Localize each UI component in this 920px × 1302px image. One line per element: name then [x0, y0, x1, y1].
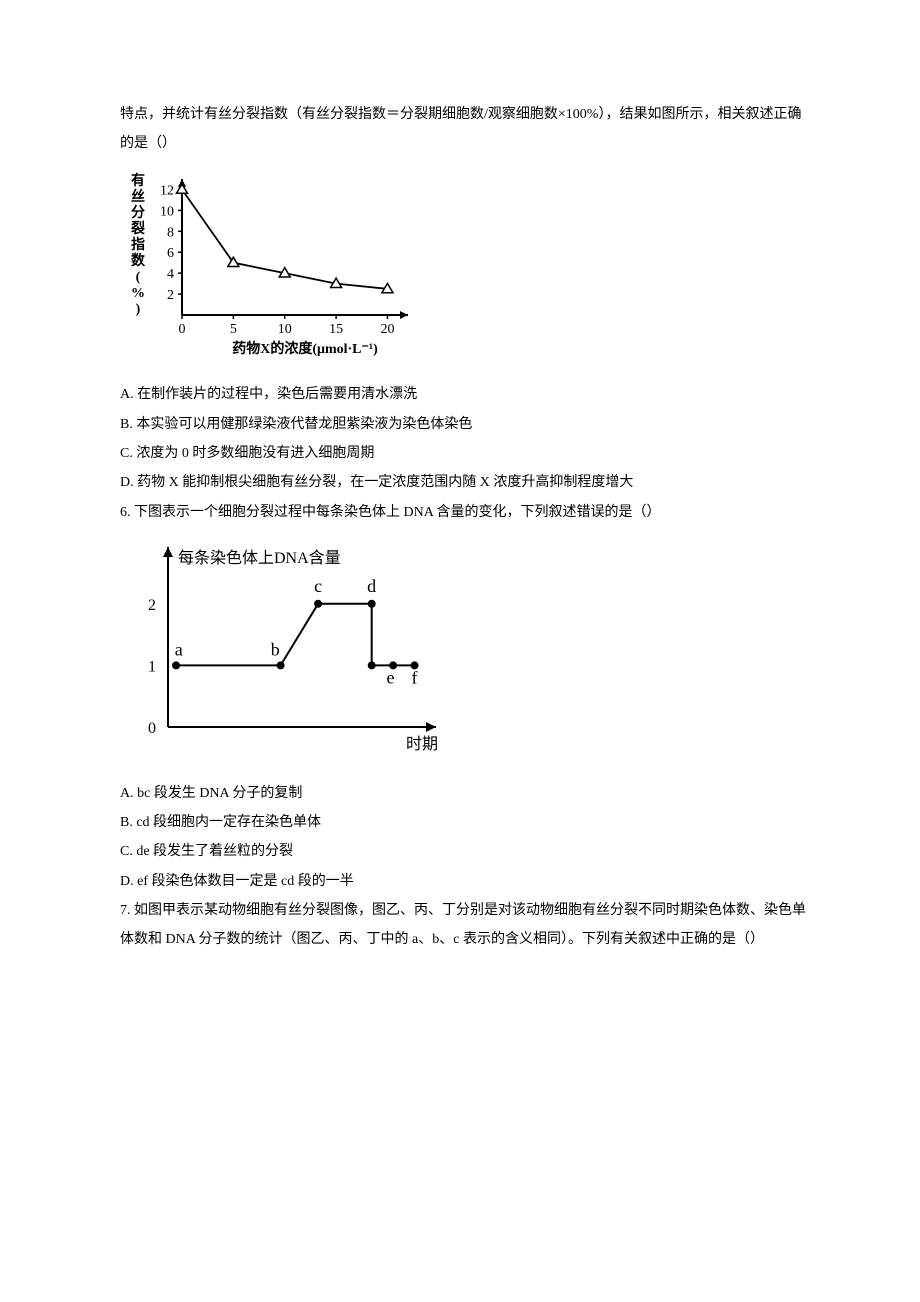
svg-text:b: b	[271, 640, 280, 660]
q6-option-a: A. bc 段发生 DNA 分子的复制	[120, 779, 810, 808]
svg-text:10: 10	[278, 322, 292, 337]
svg-text:数: 数	[131, 252, 146, 269]
svg-text:12: 12	[160, 183, 174, 198]
svg-text:丝: 丝	[131, 188, 145, 205]
q5-option-b: B. 本实验可以用健那绿染液代替龙胆紫染液为染色体染色	[120, 410, 810, 439]
svg-text:6: 6	[167, 246, 174, 261]
svg-text:0: 0	[148, 720, 156, 737]
svg-text:c: c	[314, 576, 322, 596]
svg-text:1: 1	[148, 659, 156, 676]
q6-chart: 0 1 2 每条染色体上DNA含量时期 a b c d ef	[120, 537, 810, 768]
svg-text:20: 20	[380, 322, 394, 337]
svg-text:d: d	[367, 576, 376, 596]
q5-context: 特点，并统计有丝分裂指数（有丝分裂指数＝分裂期细胞数/观察细胞数×100%），结…	[120, 100, 810, 159]
svg-text:2: 2	[167, 288, 174, 303]
svg-text:): )	[136, 302, 141, 317]
svg-text:8: 8	[167, 225, 174, 240]
svg-text:4: 4	[167, 267, 174, 282]
svg-text:2: 2	[148, 597, 156, 614]
svg-text:分: 分	[131, 205, 145, 221]
q6-option-c: C. de 段发生了着丝粒的分裂	[120, 837, 810, 866]
svg-text:10: 10	[160, 204, 174, 219]
svg-text:(: (	[136, 270, 141, 285]
svg-text:e: e	[386, 668, 394, 688]
q6-stem: 6. 下图表示一个细胞分裂过程中每条染色体上 DNA 含量的变化，下列叙述错误的…	[120, 498, 810, 527]
svg-text:裂: 裂	[130, 220, 145, 237]
svg-text:5: 5	[230, 322, 237, 337]
svg-text:有: 有	[131, 172, 145, 189]
svg-text:指: 指	[131, 236, 145, 253]
svg-text:药物X的浓度(μmol·L⁻¹): 药物X的浓度(μmol·L⁻¹)	[232, 340, 378, 357]
q5-option-d: D. 药物 X 能抑制根尖细胞有丝分裂，在一定浓度范围内随 X 浓度升高抑制程度…	[120, 468, 810, 497]
svg-text:%: %	[131, 286, 145, 301]
svg-text:每条染色体上DNA含量: 每条染色体上DNA含量	[178, 549, 341, 567]
q5-option-c: C. 浓度为 0 时多数细胞没有进入细胞周期	[120, 439, 810, 468]
svg-text:时期: 时期	[406, 735, 438, 753]
q6-option-b: B. cd 段细胞内一定存在染色单体	[120, 808, 810, 837]
q7-stem: 7. 如图甲表示某动物细胞有丝分裂图像，图乙、丙、丁分别是对该动物细胞有丝分裂不…	[120, 896, 810, 955]
q5-option-a: A. 在制作装片的过程中，染色后需要用清水漂洗	[120, 380, 810, 409]
svg-text:f: f	[412, 668, 418, 688]
q5-chart: 2 4 6 8 10 12 0 5 10 15 20 有丝分裂指数(%) 药物X的浓度(μmol·L⁻¹…	[120, 169, 810, 370]
q6-option-d: D. ef 段染色体数目一定是 cd 段的一半	[120, 867, 810, 896]
svg-text:0: 0	[179, 322, 186, 337]
svg-text:15: 15	[329, 322, 343, 337]
svg-text:a: a	[175, 640, 183, 660]
